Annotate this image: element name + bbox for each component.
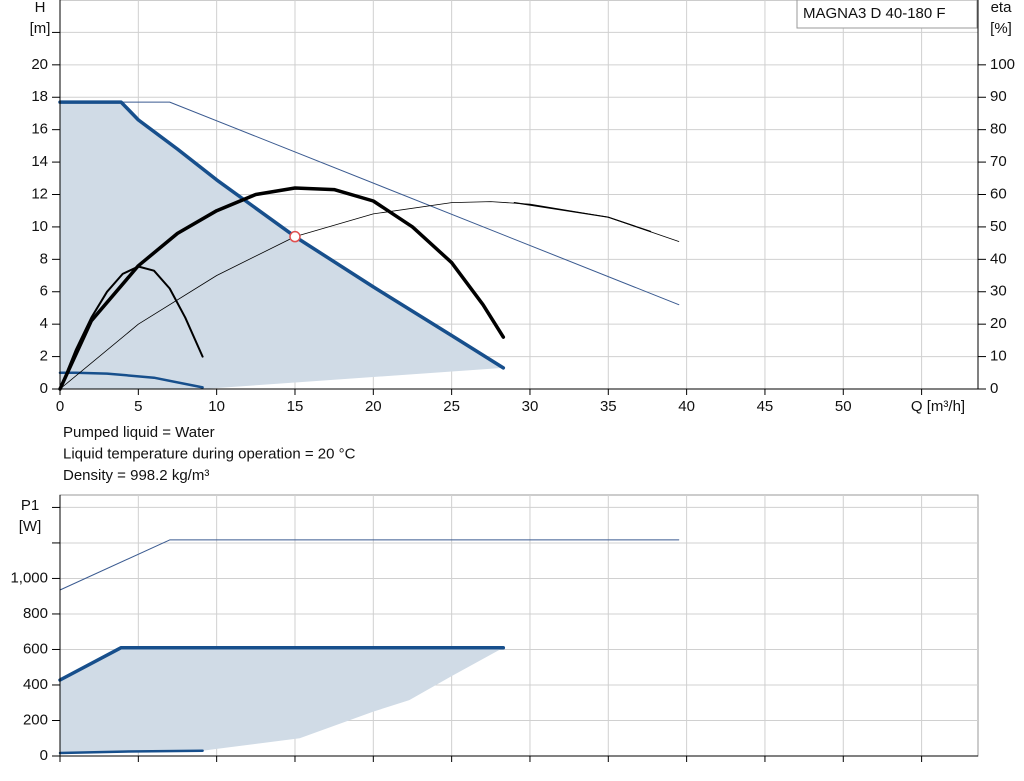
y-tick-label: 6 [40, 283, 48, 300]
y2-tick-label: 70 [990, 153, 1007, 170]
y2-tick-label: 60 [990, 185, 1007, 202]
chart-title: MAGNA3 D 40-180 F [803, 5, 946, 22]
y-tick-label: 16 [31, 121, 48, 138]
title-box [796, 0, 978, 29]
y-tick-label: 14 [31, 153, 48, 170]
y-tick-label: 4 [40, 315, 48, 332]
curve [59, 265, 204, 390]
duty-point [289, 230, 301, 243]
y2-tick-label: 20 [990, 315, 1007, 332]
y-tick-label: 0 [40, 747, 48, 764]
x-tick-label: 25 [443, 398, 460, 415]
x-tick-label: 15 [287, 398, 304, 415]
x-tick-label: 30 [522, 398, 539, 415]
y2-tick-label: 10 [990, 348, 1007, 365]
y2-tick-label: 50 [990, 218, 1007, 235]
y-tick-label: 10 [31, 218, 48, 235]
y2-tick-label: 100 [990, 56, 1015, 73]
y-axis-label: H [35, 0, 46, 16]
x-tick-label: 40 [678, 398, 695, 415]
y-axis-label: P1 [21, 497, 39, 514]
y-tick-label: 8 [40, 250, 48, 267]
operating-area [60, 102, 504, 389]
annotation: Pumped liquid = Water [63, 424, 215, 441]
curve [58, 371, 204, 389]
y2-tick-label: 40 [990, 250, 1007, 267]
x-tick-label: 45 [757, 398, 774, 415]
x-tick-label: 10 [208, 398, 225, 415]
y2-tick-label: 30 [990, 283, 1007, 300]
curve [58, 749, 204, 755]
y-axis-label: [W] [19, 518, 42, 535]
y-tick-label: 200 [23, 711, 48, 728]
operating-area [60, 647, 504, 754]
y2-tick-label: 0 [990, 380, 998, 397]
annotation: Density = 998.2 kg/m³ [63, 467, 209, 484]
y-tick-label: 800 [23, 605, 48, 622]
y-tick-label: 12 [31, 185, 48, 202]
y-tick-label: 600 [23, 640, 48, 657]
y2-tick-label: 90 [990, 88, 1007, 105]
annotation: Liquid temperature during operation = 20… [63, 445, 356, 462]
y2-axis-label: [%] [990, 20, 1012, 37]
curve [58, 645, 506, 682]
y2-tick-label: 80 [990, 121, 1007, 138]
y-tick-label: 1,000 [10, 569, 48, 586]
y-tick-label: 400 [23, 676, 48, 693]
curve [513, 202, 652, 233]
y-axis-label: [m] [30, 20, 51, 37]
y-tick-label: 0 [40, 380, 48, 397]
x-tick-label: 35 [600, 398, 617, 415]
x-tick-label: 5 [134, 398, 142, 415]
y-tick-label: 18 [31, 88, 48, 105]
x-tick-label: 50 [835, 398, 852, 415]
x-tick-label: 20 [365, 398, 382, 415]
y2-axis-label: eta [991, 0, 1013, 16]
x-tick-label: 0 [56, 398, 64, 415]
y-tick-label: 20 [31, 56, 48, 73]
curve [59, 539, 680, 591]
y-tick-label: 2 [40, 348, 48, 365]
x-axis-label: Q [m³/h] [911, 398, 965, 415]
curve [58, 100, 506, 370]
